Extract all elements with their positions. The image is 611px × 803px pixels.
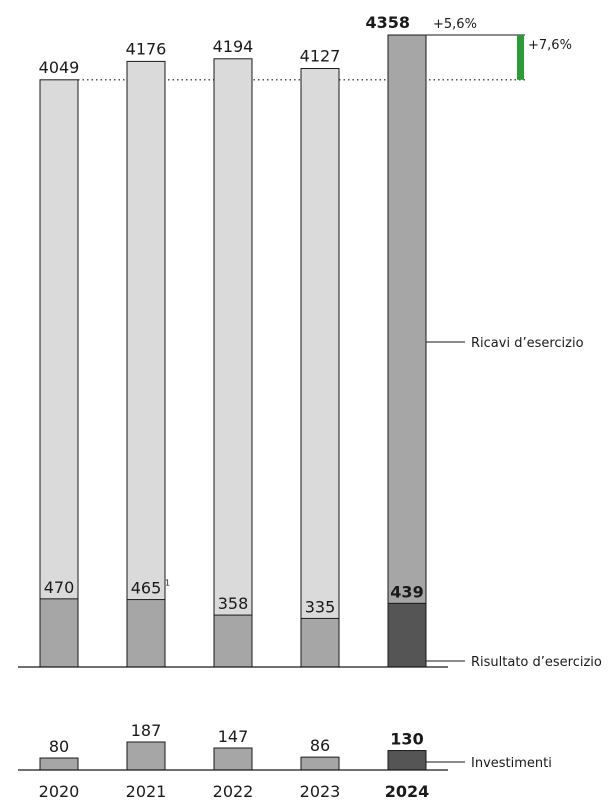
revenue-value-label-2021: 4176 [126,39,167,58]
investment-bar-2022 [213,747,253,771]
result-value-label-2022: 358 [218,594,249,613]
revenue-bar-2024 [387,34,427,668]
revenue-bar-2022 [213,58,253,668]
investment-value-label-2022: 147 [218,727,249,746]
investment-bar-2023 [300,756,340,771]
revenue-bar-2020 [39,79,79,668]
revenue-value-label-2022: 4194 [213,37,254,56]
result-bar-2021 [126,599,166,668]
investment-bar-2024 [387,750,427,771]
investment-bar-2020 [39,757,79,771]
change-indicator-bar [517,35,524,80]
investment-value-label-2020: 80 [49,737,69,756]
investment-value-label-2023: 86 [310,736,330,755]
result-bar-2023 [300,617,340,668]
legend-layer [426,341,465,763]
revenue-value-label-2024: 4358 [365,13,410,32]
year-tick-label-2022: 2022 [213,782,254,801]
yoy-change-label: +5,6% [433,17,477,32]
result-bar-2020 [39,598,79,668]
revenue-value-label-2023: 4127 [300,46,341,65]
result-bar-2024 [387,602,427,668]
result-value-label-2021: 465 [131,579,162,598]
investment-value-label-2021: 187 [131,721,162,740]
legend-investments-label: Investimenti [471,756,552,771]
footnote-marker: 1 [165,579,170,588]
year-tick-label-2020: 2020 [39,782,80,801]
bars-layer [39,34,525,771]
investment-bar-2021 [126,741,166,771]
year-tick-label-2023: 2023 [300,782,341,801]
result-value-label-2023: 335 [305,597,336,616]
investment-value-label-2024: 130 [390,730,423,749]
result-value-label-2020: 470 [44,578,75,597]
year-tick-label-2024: 2024 [385,782,430,801]
result-bar-2022 [213,614,253,668]
revenue-bar-2021 [126,60,166,668]
revenue-bar-2023 [300,67,340,668]
revenue-value-label-2020: 4049 [39,58,80,77]
labels-layer: 4049 470 80 2020 4176 465 187 2021 1 4194 358 147 20… [39,13,430,801]
year-tick-label-2021: 2021 [126,782,167,801]
change-vs-2020-label: +7,6% [528,38,572,53]
legend-revenue-label: Ricavi d’esercizio [471,336,584,351]
result-value-label-2024: 439 [390,582,423,601]
legend-result-label: Risultato d’esercizio [471,655,602,670]
